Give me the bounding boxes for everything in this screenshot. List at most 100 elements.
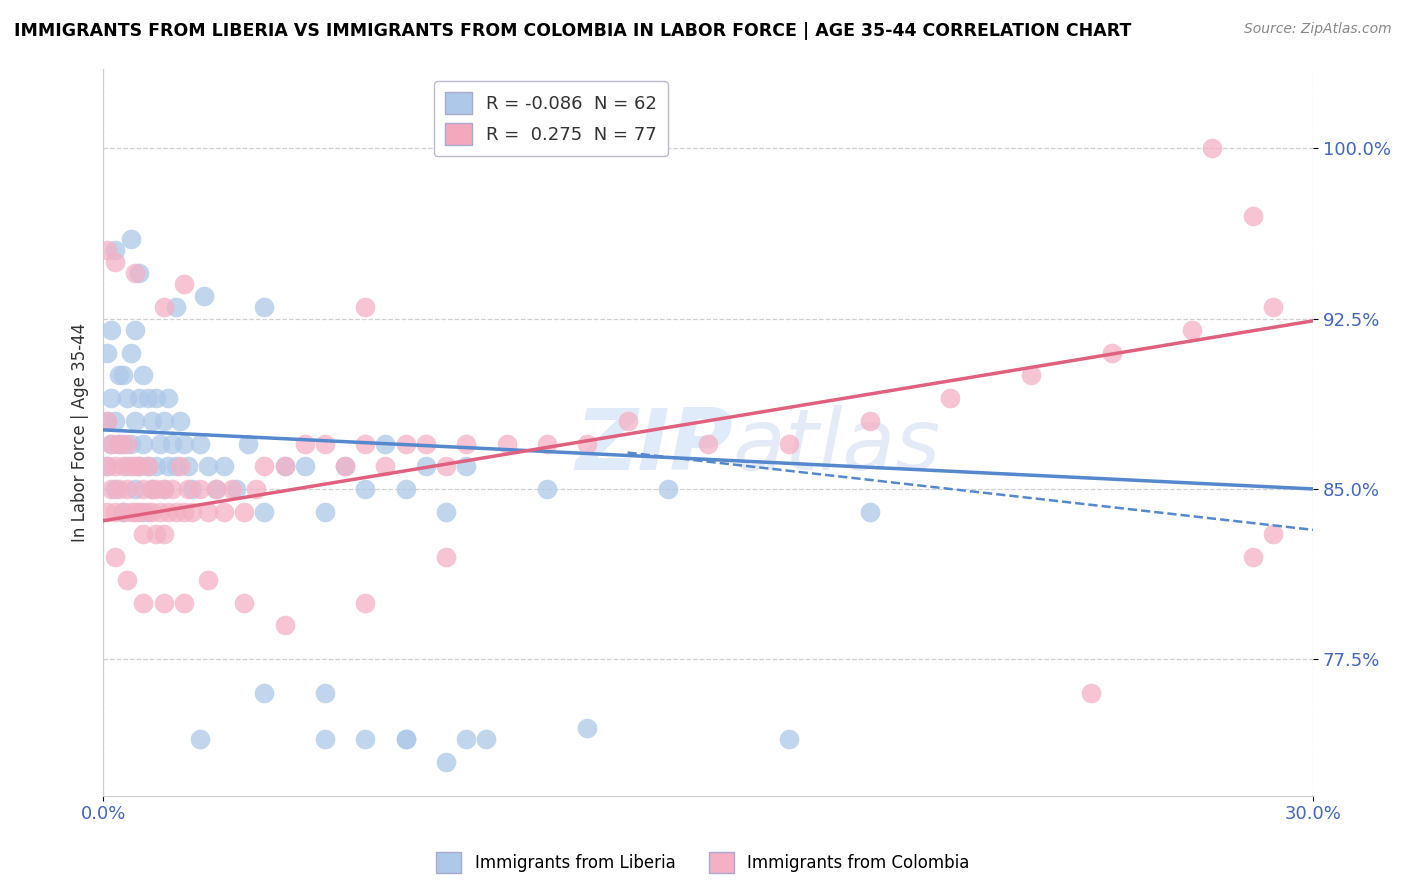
Point (132, 527, 155, 541)
Point (160, 436, 183, 450)
Point (156, 505, 179, 519)
Point (180, 505, 202, 519)
Point (193, 289, 215, 303)
Point (136, 459, 159, 474)
Point (205, 482, 228, 496)
Point (117, 459, 139, 474)
Point (434, 755, 457, 769)
Point (415, 459, 437, 474)
Point (120, 232, 142, 246)
Point (253, 686, 276, 700)
Point (104, 482, 127, 496)
Point (104, 414, 127, 428)
Point (395, 436, 418, 450)
Point (188, 482, 211, 496)
Point (165, 505, 187, 519)
Point (124, 482, 146, 496)
Point (173, 277, 195, 292)
Point (697, 436, 720, 450)
Point (132, 368, 155, 383)
Point (120, 345, 142, 359)
Point (152, 482, 174, 496)
Point (858, 414, 880, 428)
Point (128, 459, 150, 474)
Point (156, 459, 179, 474)
Point (395, 731, 418, 746)
Point (333, 459, 356, 474)
Point (112, 505, 135, 519)
Point (395, 731, 418, 746)
Point (112, 505, 135, 519)
Point (180, 482, 202, 496)
Point (225, 482, 247, 496)
Point (576, 436, 599, 450)
Point (117, 573, 139, 587)
Point (294, 459, 316, 474)
Point (145, 482, 167, 496)
Text: IMMIGRANTS FROM LIBERIA VS IMMIGRANTS FROM COLOMBIA IN LABOR FORCE | AGE 35-44 C: IMMIGRANTS FROM LIBERIA VS IMMIGRANTS FR… (14, 22, 1132, 40)
Point (616, 414, 638, 428)
Point (141, 505, 163, 519)
Point (188, 731, 211, 746)
Point (100, 323, 122, 337)
Point (152, 482, 174, 496)
Point (221, 482, 243, 496)
Point (273, 459, 295, 474)
Point (1241, 209, 1264, 223)
Point (253, 300, 276, 314)
Point (124, 459, 146, 474)
Point (169, 459, 191, 474)
Point (536, 436, 558, 450)
Point (96, 505, 118, 519)
Point (197, 573, 219, 587)
Point (314, 686, 336, 700)
Point (456, 459, 478, 474)
Point (1261, 527, 1284, 541)
Point (104, 505, 127, 519)
Point (96, 414, 118, 428)
Point (173, 436, 195, 450)
Point (858, 505, 880, 519)
Point (434, 505, 457, 519)
Text: atlas: atlas (733, 405, 941, 488)
Point (536, 482, 558, 496)
Point (152, 596, 174, 610)
Point (395, 482, 418, 496)
Point (456, 436, 478, 450)
Point (197, 459, 219, 474)
Point (354, 436, 377, 450)
Point (104, 550, 127, 565)
Point (273, 618, 295, 632)
Point (124, 323, 146, 337)
Point (141, 414, 163, 428)
Point (96, 459, 118, 474)
Point (374, 459, 396, 474)
Point (136, 505, 159, 519)
Point (112, 368, 135, 383)
Point (104, 459, 127, 474)
Point (120, 436, 142, 450)
Point (177, 459, 200, 474)
Point (136, 391, 159, 405)
Point (173, 596, 195, 610)
Point (152, 414, 174, 428)
Point (104, 244, 127, 258)
Point (434, 459, 457, 474)
Point (120, 505, 142, 519)
Point (205, 482, 228, 496)
Point (165, 459, 187, 474)
Point (1019, 368, 1042, 383)
Point (576, 721, 599, 735)
Point (108, 436, 131, 450)
Point (145, 527, 167, 541)
Point (495, 436, 517, 450)
Point (96, 345, 118, 359)
Point (160, 482, 183, 496)
Point (939, 391, 962, 405)
Point (233, 596, 256, 610)
Point (165, 300, 187, 314)
Point (354, 731, 377, 746)
Point (197, 505, 219, 519)
Point (149, 505, 172, 519)
Point (374, 436, 396, 450)
